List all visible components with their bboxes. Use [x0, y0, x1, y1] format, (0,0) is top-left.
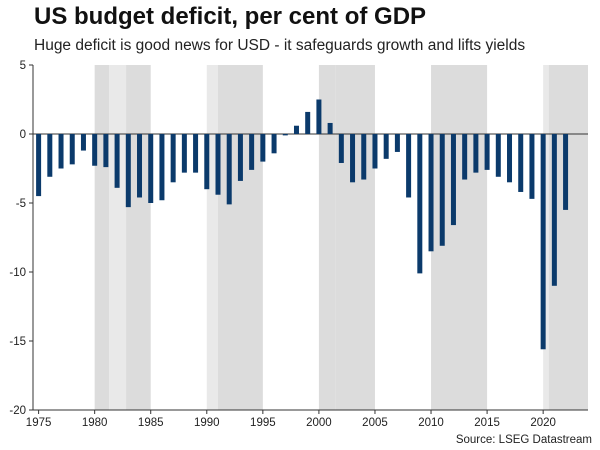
bar: [540, 134, 546, 350]
bar: [271, 134, 277, 154]
x-tick-label: 2015: [474, 417, 500, 429]
bar: [36, 134, 42, 197]
bar: [148, 134, 154, 203]
bar: [103, 134, 109, 168]
bar: [394, 134, 400, 152]
bar: [181, 134, 187, 173]
bar: [338, 134, 344, 163]
chart-title: US budget deficit, per cent of GDP: [34, 3, 427, 30]
bar: [159, 134, 165, 201]
shaded-period: [318, 65, 336, 410]
bar: [114, 134, 120, 188]
bar: [47, 134, 53, 177]
bar: [249, 134, 255, 170]
bar: [495, 134, 501, 177]
bar: [361, 134, 367, 180]
bar: [316, 99, 322, 134]
bar: [237, 134, 243, 181]
bar: [69, 134, 75, 165]
bar: [305, 111, 311, 134]
bar: [462, 134, 468, 180]
bar: [529, 134, 535, 199]
bar: [507, 134, 513, 183]
bar: [551, 134, 557, 286]
bar: [260, 134, 266, 162]
y-tick-label: -20: [9, 405, 26, 417]
bar: [372, 134, 378, 169]
bar: [58, 134, 64, 169]
x-tick-label: 2010: [418, 417, 444, 429]
shaded-period: [94, 65, 110, 410]
bar: [204, 134, 210, 190]
bar: [473, 134, 479, 173]
bar: [428, 134, 434, 252]
bar: [92, 134, 98, 166]
bar: [215, 134, 221, 195]
bar: [193, 134, 199, 173]
bar: [226, 134, 232, 205]
bar: [439, 134, 445, 246]
x-tick-label: 2000: [306, 417, 332, 429]
chart-subtitle: Huge deficit is good news for USD - it s…: [34, 37, 526, 54]
shaded-period: [206, 65, 218, 410]
source-note: Source: LSEG Datastream: [455, 434, 592, 446]
bar: [137, 134, 143, 198]
bar: [417, 134, 423, 274]
bar: [383, 134, 389, 159]
y-tick-label: -15: [9, 336, 26, 348]
shaded-period: [109, 65, 127, 410]
shaded-period: [218, 65, 263, 410]
shaded-period: [335, 65, 375, 410]
bar: [125, 134, 131, 208]
bar: [350, 134, 356, 183]
bar: [406, 134, 412, 198]
bar: [282, 134, 288, 136]
bar: [563, 134, 569, 210]
y-tick-label: -5: [16, 198, 26, 210]
x-tick-label: 1990: [194, 417, 220, 429]
x-tick-label: 2005: [362, 417, 388, 429]
shaded-period: [543, 65, 549, 410]
x-tick-label: 2020: [530, 417, 556, 429]
bar: [484, 134, 490, 170]
y-tick-label: -10: [9, 267, 26, 279]
x-tick-label: 1995: [250, 417, 276, 429]
x-tick-label: 1980: [82, 417, 108, 429]
bar: [293, 125, 299, 134]
bar: [518, 134, 524, 192]
shaded-period: [126, 65, 151, 410]
shaded-period: [431, 65, 488, 410]
x-tick-label: 1985: [138, 417, 164, 429]
y-tick-label: 0: [20, 129, 26, 141]
x-tick-label: 1975: [26, 417, 52, 429]
bar: [80, 134, 86, 151]
bar: [450, 134, 456, 226]
bar: [170, 134, 176, 183]
bar: [327, 122, 333, 134]
y-tick-label: 5: [20, 60, 26, 72]
